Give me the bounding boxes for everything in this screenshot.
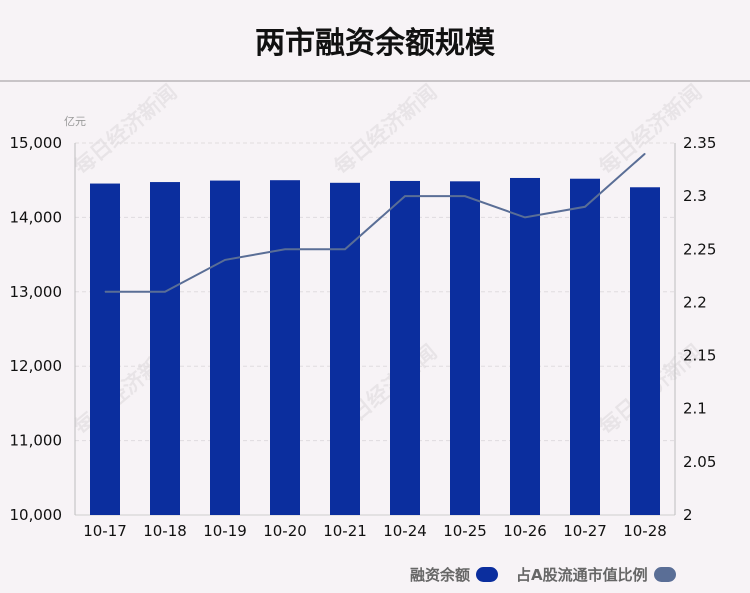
line-point-10-26: [524, 216, 526, 218]
line-point-10-20: [284, 248, 286, 250]
y-axis-unit: 亿元: [64, 115, 86, 128]
bar-10-19: [210, 180, 240, 515]
bar-series: [90, 177, 660, 516]
line-point-10-27: [584, 206, 586, 208]
y-left-tick-label: 13,000: [10, 283, 63, 301]
y-left-tick-label: 14,000: [10, 208, 63, 226]
x-tick-label: 10-27: [563, 522, 607, 540]
bar-10-28: [630, 187, 660, 515]
y-left-tick-label: 12,000: [10, 357, 63, 375]
x-tick-label: 10-20: [263, 522, 307, 540]
bar-10-21: [330, 182, 360, 515]
legend-bar-label: 融资余额: [410, 565, 471, 584]
line-point-10-28: [644, 153, 646, 155]
y-right-tick-label: 2.25: [683, 240, 716, 258]
bar-10-17: [90, 183, 120, 515]
bar-10-18: [150, 182, 180, 515]
legend-bar-swatch: [476, 566, 499, 582]
x-tick-label: 10-28: [623, 522, 667, 540]
bar-10-24: [390, 180, 420, 515]
x-tick-label: 10-25: [443, 522, 487, 540]
bar-10-25: [450, 181, 480, 516]
y-right-tick-label: 2.2: [683, 293, 707, 311]
chart-title: 两市融资余额规模: [255, 26, 495, 61]
bar-10-27: [570, 178, 600, 515]
legend-line: 占A股流通市值比例: [516, 563, 676, 585]
legend-bar: 融资余额: [410, 563, 499, 585]
axes: 亿元 10,000 11,000 12,000 13,000 14,000 15,000 2 2…: [10, 115, 717, 540]
y-right-tick-label: 2.05: [683, 453, 716, 471]
y-right-tick-label: 2.3: [683, 187, 707, 205]
line-point-10-25: [464, 195, 466, 197]
line-point-10-21: [344, 248, 346, 250]
line-series: [104, 152, 646, 293]
bar-10-26: [510, 177, 540, 515]
x-tick-label: 10-17: [83, 522, 127, 540]
x-tick-label: 10-24: [383, 522, 427, 540]
y-left-tick-label: 11,000: [10, 432, 63, 450]
line-point-10-19: [224, 259, 226, 261]
line-point-10-17: [104, 291, 106, 293]
x-tick-label: 10-21: [323, 522, 367, 540]
x-tick-label: 10-18: [143, 522, 187, 540]
line-point-10-18: [164, 291, 166, 293]
y-right-tick-label: 2.35: [683, 134, 716, 152]
y-left-tick-label: 15,000: [10, 134, 63, 152]
title-divider: [0, 80, 750, 82]
y-right-tick-label: 2: [683, 506, 693, 524]
legend-line-swatch: [653, 566, 676, 582]
bar-10-20: [270, 180, 300, 515]
line-point-10-24: [404, 195, 406, 197]
x-tick-label: 10-26: [503, 522, 547, 540]
watermark-text: 每日经济新闻: [330, 80, 442, 179]
x-tick-label: 10-19: [203, 522, 247, 540]
watermark-text: 每日经济新闻: [70, 80, 182, 179]
y-left-tick-label: 10,000: [10, 506, 63, 524]
y-right-tick-label: 2.15: [683, 347, 716, 365]
y-right-tick-label: 2.1: [683, 400, 707, 418]
legend-line-label: 占A股流通市值比例: [516, 565, 648, 584]
watermark-text: 每日经济新闻: [595, 80, 707, 179]
ratio-line: [105, 152, 646, 293]
